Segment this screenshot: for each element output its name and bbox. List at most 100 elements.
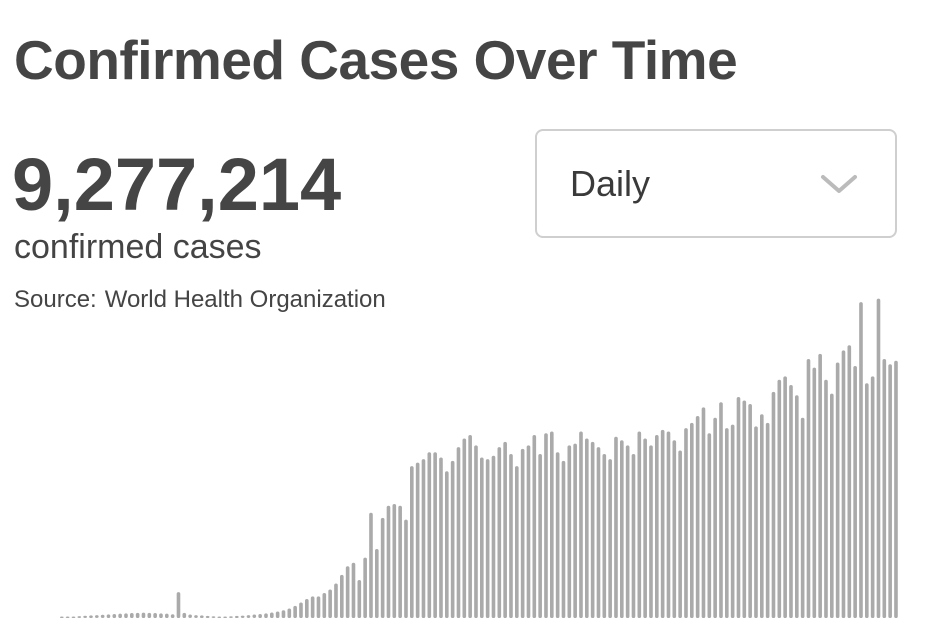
bar-0 — [60, 616, 64, 618]
bar-25 — [205, 615, 210, 618]
bar-100 — [643, 438, 647, 618]
bar-93 — [602, 454, 607, 618]
bar-29 — [229, 616, 233, 618]
bar-86 — [561, 460, 566, 618]
bar-123 — [777, 379, 782, 618]
bar-34 — [258, 614, 262, 618]
bar-121 — [765, 422, 770, 618]
bar-50 — [351, 562, 356, 618]
bar-21 — [182, 612, 187, 618]
bar-15 — [147, 612, 152, 618]
bar-17 — [159, 613, 163, 618]
bar-128 — [806, 359, 811, 618]
bar-110 — [701, 407, 706, 618]
bar-94 — [608, 459, 612, 618]
bar-141 — [882, 359, 887, 618]
bar-78 — [515, 466, 519, 618]
bar-38 — [281, 610, 286, 618]
bar-91 — [590, 441, 595, 618]
bar-6 — [95, 615, 99, 618]
bar-43 — [310, 596, 315, 618]
bar-74 — [491, 455, 496, 618]
bar-122 — [771, 391, 776, 618]
bar-113 — [719, 402, 723, 618]
bar-116 — [736, 397, 741, 618]
bar-44 — [316, 596, 321, 618]
bar-24 — [200, 615, 204, 618]
bar-16 — [153, 612, 157, 618]
bar-118 — [748, 403, 752, 618]
bar-51 — [357, 580, 362, 618]
bar-1 — [65, 616, 70, 618]
bar-55 — [380, 517, 385, 618]
bar-35 — [264, 613, 268, 618]
bar-106 — [678, 450, 682, 618]
bar-77 — [509, 454, 513, 618]
bar-20 — [176, 592, 181, 618]
bar-82 — [538, 454, 542, 618]
bar-129 — [812, 367, 817, 618]
bar-11 — [124, 613, 128, 618]
bar-135 — [847, 345, 852, 618]
bar-59 — [404, 519, 408, 618]
bar-45 — [322, 592, 327, 618]
bar-48 — [340, 574, 344, 618]
bar-18 — [165, 613, 169, 618]
source-label: Source: — [14, 286, 97, 313]
bar-97 — [625, 445, 630, 618]
bar-14 — [141, 612, 146, 618]
bar-140 — [876, 298, 881, 618]
interval-dropdown[interactable]: Daily — [535, 129, 897, 238]
bar-131 — [824, 379, 828, 618]
bar-105 — [672, 440, 677, 618]
bar-88 — [573, 443, 577, 618]
bar-52 — [363, 557, 367, 618]
bar-126 — [795, 395, 799, 618]
bar-37 — [275, 611, 280, 618]
daily-cases-bar-chart — [60, 298, 898, 618]
bar-143 — [894, 360, 898, 618]
bar-10 — [118, 613, 122, 618]
bar-124 — [783, 376, 787, 618]
bar-107 — [684, 428, 688, 618]
bar-13 — [135, 612, 140, 618]
bar-28 — [223, 616, 227, 618]
bar-23 — [194, 615, 198, 618]
bar-98 — [631, 454, 636, 618]
bar-119 — [754, 426, 758, 618]
bar-57 — [392, 504, 397, 618]
bar-103 — [660, 429, 665, 618]
bar-76 — [503, 441, 507, 618]
bar-109 — [695, 416, 700, 618]
bar-64 — [433, 452, 437, 618]
bar-72 — [480, 457, 484, 618]
bar-132 — [830, 393, 834, 618]
bar-46 — [328, 589, 332, 618]
bar-85 — [555, 452, 560, 618]
bar-12 — [130, 612, 134, 618]
bar-36 — [270, 612, 274, 618]
bar-120 — [760, 414, 764, 618]
bar-65 — [439, 457, 443, 618]
bar-134 — [841, 350, 846, 618]
bar-39 — [287, 608, 292, 618]
bar-58 — [398, 505, 402, 618]
bar-42 — [305, 599, 309, 618]
bar-27 — [217, 616, 222, 618]
interval-dropdown-value: Daily — [570, 163, 651, 204]
bar-47 — [334, 583, 338, 618]
bar-101 — [649, 445, 653, 618]
bar-102 — [655, 435, 659, 618]
bar-61 — [415, 462, 420, 618]
bar-115 — [730, 424, 735, 618]
bar-54 — [375, 548, 379, 618]
bar-83 — [544, 433, 548, 618]
bar-138 — [865, 383, 869, 618]
bar-133 — [835, 362, 840, 618]
bar-9 — [112, 614, 117, 618]
bar-3 — [77, 616, 82, 618]
bar-56 — [386, 505, 391, 618]
source-line: Source: World Health Organization — [14, 286, 386, 314]
bar-62 — [421, 459, 426, 618]
bar-80 — [526, 445, 531, 618]
